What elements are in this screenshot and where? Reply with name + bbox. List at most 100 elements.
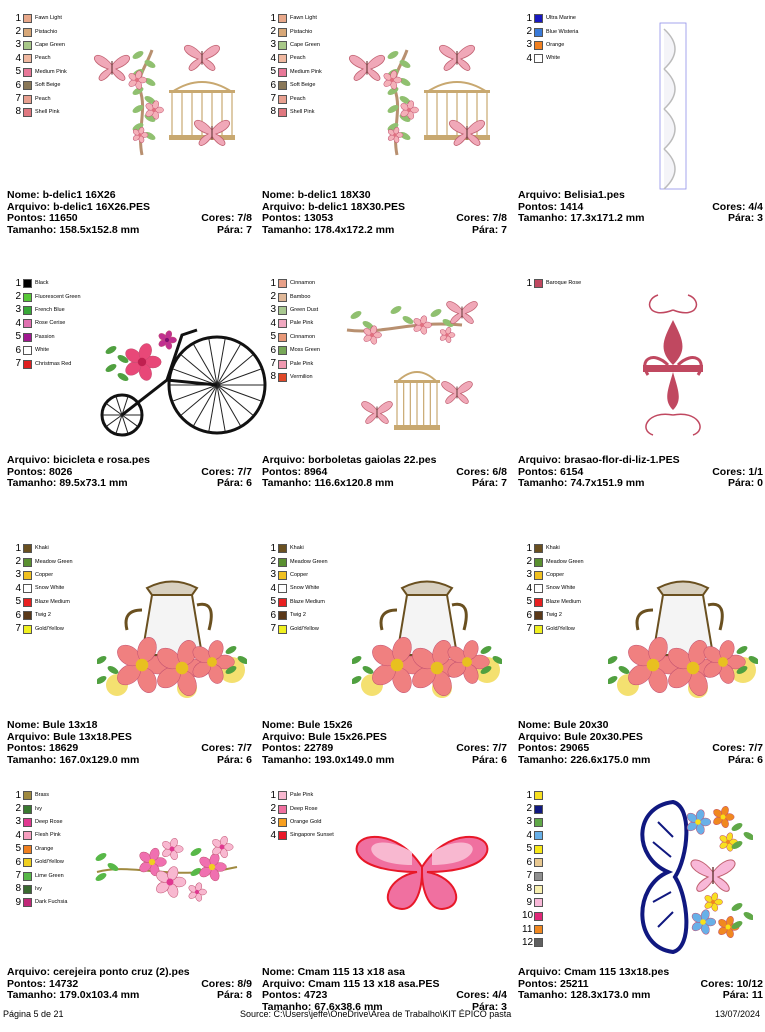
- design-size: Tamanho: 226.6x175.0 mm: [518, 753, 651, 766]
- thread-name: Christmas Red: [35, 360, 72, 367]
- thread-color-row: 4 Pale Pink: [266, 317, 320, 330]
- stop-count: Pára: 3: [727, 212, 763, 224]
- thread-number: 4: [15, 829, 21, 841]
- embroidery-preview: [342, 295, 482, 440]
- thread-number: 7: [270, 93, 276, 105]
- thread-name: Dark Fuchsia: [35, 899, 68, 906]
- thread-number: 2: [270, 803, 276, 815]
- thread-number: 2: [270, 26, 276, 38]
- design-size: Tamanho: 158.5x152.8 mm: [7, 223, 140, 236]
- design-card: 1 2 3 4 5 6 7 8 9 10: [518, 782, 763, 1032]
- thread-name: Deep Rose: [35, 818, 63, 825]
- thread-color-row: 2 Fluorescent Green: [11, 290, 81, 303]
- thread-number: 5: [270, 331, 276, 343]
- thread-swatch: [278, 40, 287, 50]
- thread-swatch: [534, 27, 543, 37]
- thread-number: 4: [270, 829, 276, 841]
- thread-color-row: 5 Blaze Medium: [11, 596, 73, 609]
- thread-number: 1: [526, 542, 532, 554]
- thread-color-row: 5 Medium Pink: [11, 66, 67, 79]
- thread-number: 4: [270, 582, 276, 594]
- thread-number: 1: [15, 277, 21, 289]
- thread-color-row: 1 Pale Pink: [266, 789, 334, 802]
- thread-name: Pistachio: [35, 28, 58, 35]
- embroidery-preview: [628, 290, 718, 445]
- thread-color-list: 1 Fawn Light 2 Pistachio 3 Cape Green 4 …: [11, 12, 67, 119]
- thread-number: 4: [270, 317, 276, 329]
- thread-swatch: [534, 804, 543, 814]
- design-name: Nome: b-delic1 18X30: [262, 189, 371, 201]
- thread-name: Snow White: [35, 585, 65, 592]
- thread-number: 3: [270, 39, 276, 51]
- thread-number: 3: [15, 569, 21, 581]
- thread-name: Pale Pink: [290, 320, 314, 327]
- thread-number: 6: [526, 609, 532, 621]
- thread-number: 3: [526, 569, 532, 581]
- thread-number: 6: [15, 609, 21, 621]
- embroidery-preview: [347, 40, 507, 165]
- thread-color-list: 1 Brass 2 Ivy 3 Deep Rose 4 Flesh Pink 5…: [11, 789, 67, 910]
- thread-swatch: [278, 292, 287, 302]
- thread-swatch: [534, 858, 543, 868]
- stop-count: Pára: 6: [727, 753, 763, 766]
- stop-count: Pára: 6: [216, 477, 252, 489]
- thread-swatch: [23, 844, 32, 854]
- thread-swatch: [23, 624, 32, 634]
- thread-color-row: 7 Pale Pink: [266, 357, 320, 370]
- thread-color-row: 4 Flesh Pink: [11, 829, 67, 842]
- embroidery-preview: [606, 570, 760, 705]
- thread-number: 7: [270, 358, 276, 370]
- thread-color-row: 3 Deep Rose: [11, 816, 67, 829]
- thread-number: 6: [526, 856, 532, 868]
- thread-color-row: 1: [522, 789, 546, 802]
- thread-number: 1: [15, 12, 21, 24]
- thread-number: 2: [15, 26, 21, 38]
- thread-color-row: 5 Blaze Medium: [522, 596, 584, 609]
- design-name: Nome: Bule 20x30: [518, 719, 609, 731]
- thread-swatch: [23, 94, 32, 104]
- thread-number: 4: [270, 52, 276, 64]
- thread-name: Blaze Medium: [290, 598, 325, 605]
- thread-name: White: [35, 347, 50, 354]
- thread-swatch: [534, 791, 543, 801]
- thread-name: Rose Cerise: [35, 320, 66, 327]
- thread-number: 10: [522, 910, 534, 922]
- thread-number: 6: [15, 344, 21, 356]
- thread-color-row: 1 Cinnamon: [266, 277, 320, 290]
- thread-swatch: [278, 359, 287, 369]
- thread-number: 1: [270, 12, 276, 24]
- thread-number: 4: [526, 829, 532, 841]
- thread-color-row: 4 Singapore Sunset: [266, 829, 334, 842]
- stitch-count: Pontos: 18629: [7, 742, 79, 754]
- thread-swatch: [534, 817, 543, 827]
- thread-number: 1: [15, 789, 21, 801]
- design-name: Nome: Bule 15x26: [262, 719, 353, 731]
- thread-swatch: [23, 14, 32, 24]
- thread-name: Orange: [546, 41, 565, 48]
- thread-name: Gold/Yellow: [546, 625, 575, 632]
- design-file: Arquivo: b-delic1 18X30.PES: [262, 200, 405, 213]
- thread-name: Khaki: [35, 545, 49, 552]
- thread-number: 8: [526, 883, 532, 895]
- thread-color-row: 2 Bamboo: [266, 290, 320, 303]
- thread-number: 4: [526, 582, 532, 594]
- thread-swatch: [534, 544, 543, 554]
- color-count: Cores: 7/8: [201, 212, 252, 224]
- thread-swatch: [534, 611, 543, 621]
- stitch-count: Pontos: 22789: [262, 742, 334, 754]
- thread-swatch: [23, 831, 32, 841]
- thread-color-list: 1 Baroque Rose: [522, 277, 581, 290]
- thread-color-list: 1 Ultra Marine 2 Blue Wisteria 3 Orange …: [522, 12, 578, 66]
- thread-number: 8: [15, 106, 21, 118]
- thread-number: 4: [526, 52, 532, 64]
- design-size: Tamanho: 178.4x172.2 mm: [262, 223, 395, 236]
- thread-swatch: [278, 346, 287, 356]
- stitch-count: Pontos: 29065: [518, 742, 590, 754]
- thread-swatch: [23, 292, 32, 302]
- thread-number: 1: [270, 277, 276, 289]
- thread-color-row: 7 Gold/Yellow: [522, 622, 584, 635]
- thread-swatch: [534, 925, 543, 935]
- thread-color-row: 5 Blaze Medium: [266, 596, 328, 609]
- design-file: Arquivo: Bule 13x18.PES: [7, 730, 132, 743]
- thread-swatch: [278, 372, 287, 382]
